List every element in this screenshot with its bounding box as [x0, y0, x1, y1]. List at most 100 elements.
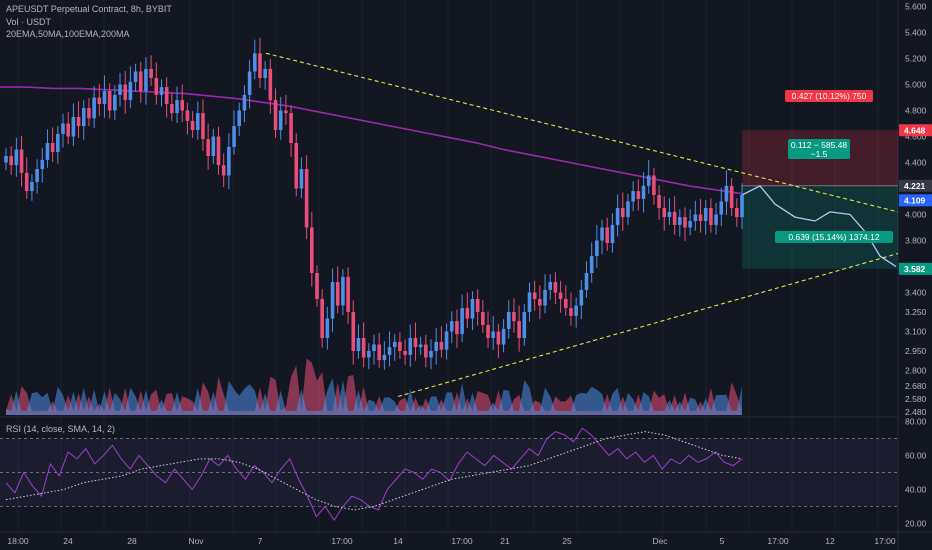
rsi-tick-label: 20.00 [905, 518, 927, 528]
time-tick-label: 7 [258, 536, 263, 546]
candle-body [558, 292, 563, 299]
candle-body [50, 143, 55, 153]
candle-body [66, 123, 70, 137]
price-tick-label: 5.600 [905, 2, 927, 12]
candle-body [14, 149, 19, 166]
candle-body [356, 338, 361, 351]
candle-body [724, 185, 729, 202]
lower-trendline [397, 252, 899, 398]
candle-body [294, 143, 299, 189]
trendlines[interactable] [265, 52, 899, 398]
candle-body [377, 344, 381, 361]
volume-area [6, 358, 742, 415]
candle-body [698, 214, 703, 221]
candle-body [164, 87, 169, 104]
candle-body [496, 331, 501, 345]
candle-body [341, 276, 345, 306]
candle-body [263, 68, 267, 78]
candle-body [413, 338, 418, 348]
candle-body [672, 211, 677, 225]
time-axis[interactable]: 18:00 24 28 Nov 7 17:00 14 17:00 21 25 Dec 5 17:00 12… [7, 536, 896, 546]
candle-body [320, 299, 324, 338]
candle-body [310, 227, 314, 273]
candle-body [657, 195, 661, 208]
candle-body [735, 208, 739, 218]
candle-body [258, 53, 262, 78]
candle-body [102, 91, 107, 104]
position-label-text: 0.112 − 585.48 [791, 140, 848, 150]
candle-body [113, 94, 117, 111]
position-label-box [775, 231, 893, 243]
candle-body [626, 201, 630, 218]
candle-body [475, 299, 480, 312]
candle-body [543, 289, 547, 306]
price-tick-label: 4.000 [905, 210, 927, 220]
candle-body [600, 227, 604, 241]
volume-legend[interactable]: Vol · USDT [6, 17, 52, 27]
candle-body [45, 143, 50, 160]
candle-body [387, 347, 392, 355]
time-tick-label: 24 [63, 536, 73, 546]
candle-body [159, 87, 164, 95]
candle-body [190, 120, 195, 130]
candle-body [35, 169, 39, 182]
candle-body [9, 156, 13, 166]
price-badge [899, 194, 932, 207]
candle-body [631, 191, 635, 202]
candle-body [486, 325, 490, 338]
candle-body [128, 81, 133, 101]
candle-body [367, 351, 371, 358]
candle-body [418, 344, 423, 348]
price-tick-label: 2.800 [905, 366, 927, 376]
candle-body [216, 136, 221, 166]
time-tick-label: 17:00 [874, 536, 896, 546]
candle-body [465, 308, 470, 319]
upper-trendline [265, 52, 899, 213]
candle-body [237, 110, 242, 127]
price-tick-label: 2.580 [905, 394, 927, 404]
candle-body [201, 113, 205, 140]
candle-body [87, 107, 91, 119]
candle-body [429, 351, 433, 358]
candle-body [170, 104, 174, 114]
candle-body [304, 169, 309, 228]
ma-legend[interactable]: 20EMA,50MA,100EMA,200MA [6, 29, 130, 39]
candle-body [589, 256, 594, 273]
candle-body [273, 100, 278, 130]
price-tick-label: 2.950 [905, 346, 927, 356]
time-tick-label: 28 [127, 536, 137, 546]
candle-body [683, 217, 687, 228]
target-zone [742, 185, 898, 269]
candle-body [569, 308, 573, 316]
candle-body [227, 146, 231, 176]
candle-body [372, 344, 376, 351]
price-badge [899, 179, 932, 192]
candle-body [138, 71, 143, 91]
candle-body [434, 341, 438, 351]
candle-body [185, 110, 190, 121]
candle-body [491, 331, 496, 338]
rsi-legend[interactable]: RSI (14, close, SMA, 14, 2) [6, 424, 116, 434]
candle-body [662, 208, 667, 218]
price-badge [899, 124, 932, 137]
volume-sell [6, 358, 742, 415]
candle-body [610, 224, 615, 244]
candle-body [118, 84, 122, 95]
position-label-text: 0.427 (10.12%) 750 [792, 91, 867, 101]
time-tick-label: 17:00 [451, 536, 473, 546]
price-tick-label: 3.100 [905, 327, 927, 337]
rsi-tick-label: 40.00 [905, 484, 927, 494]
symbol-title[interactable]: APEUSDT Perpetual Contract, 8h, BYBIT [6, 4, 172, 14]
candle-body [221, 165, 226, 176]
time-tick-label: 18:00 [7, 536, 29, 546]
price-axis[interactable]: 5.6005.4005.2005.0004.8004.6004.4004.200… [899, 2, 932, 529]
rsi-line [5, 427, 743, 522]
candle-body [175, 100, 179, 114]
candle-body [538, 299, 542, 306]
price-badge-label: 4.221 [904, 181, 926, 191]
candle-body [195, 113, 200, 130]
candle-body [289, 113, 293, 143]
candle-body [56, 133, 60, 153]
candle-body [330, 282, 335, 319]
